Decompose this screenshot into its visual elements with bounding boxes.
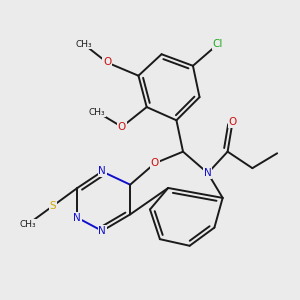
- Text: CH₃: CH₃: [89, 107, 106, 116]
- Text: N: N: [74, 213, 81, 223]
- Text: O: O: [103, 58, 111, 68]
- Text: CH₃: CH₃: [76, 40, 92, 49]
- Text: O: O: [228, 117, 237, 127]
- Text: N: N: [204, 168, 212, 178]
- Text: O: O: [118, 122, 126, 132]
- Text: CH₃: CH₃: [20, 220, 36, 229]
- Text: N: N: [98, 167, 106, 176]
- Text: O: O: [151, 158, 159, 168]
- Text: N: N: [98, 226, 106, 236]
- Text: S: S: [49, 201, 56, 211]
- Text: Cl: Cl: [212, 39, 223, 49]
